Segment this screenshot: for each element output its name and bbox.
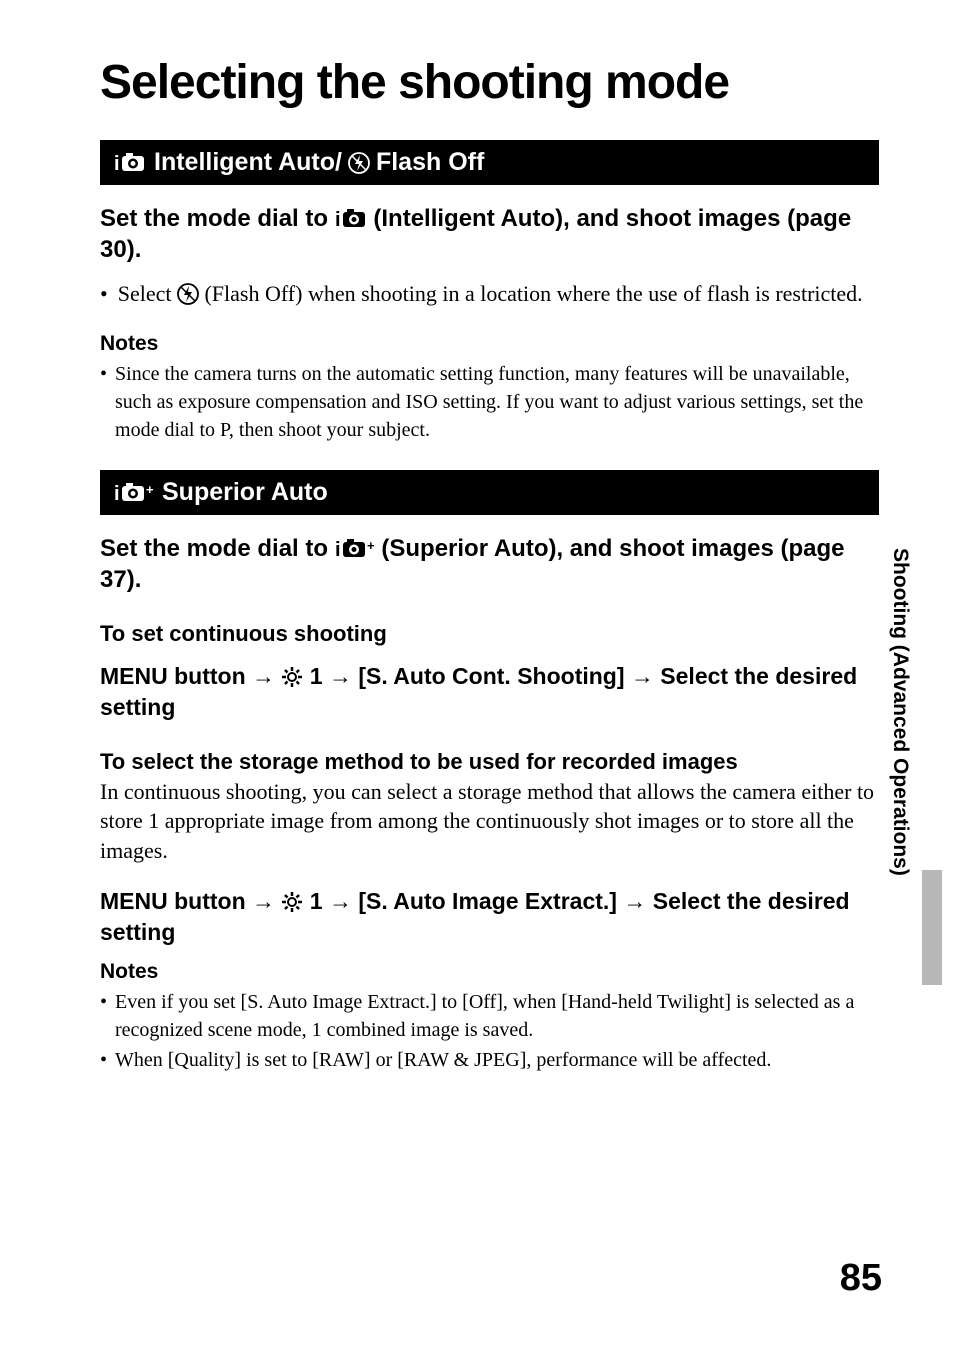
- menu1-mid2: [S. Auto Cont. Shooting]: [358, 663, 631, 689]
- menu1-pre: MENU button: [100, 663, 252, 689]
- header-text-2: Superior Auto: [162, 478, 328, 507]
- page-title: Selecting the shooting mode: [100, 55, 879, 110]
- section-header-intelligent-auto: Intelligent Auto/ Flash Off: [100, 140, 879, 185]
- bullet-dot: •: [100, 279, 108, 310]
- arrow-icon: →: [252, 888, 275, 914]
- menu1-mid1: 1: [310, 663, 329, 689]
- header-text-1a: Intelligent Auto/: [154, 148, 342, 177]
- sidebar-tab: [922, 870, 942, 985]
- bullet-dot: •: [100, 360, 107, 444]
- menu2-mid1: 1: [310, 888, 329, 914]
- gear-icon: [281, 891, 303, 913]
- instruction-1-pre: Set the mode dial to: [100, 205, 335, 232]
- sub-heading-storage: To select the storage method to be used …: [100, 749, 879, 775]
- arrow-icon: →: [329, 663, 352, 689]
- sidebar-section-label: Shooting (Advanced Operations): [888, 548, 912, 876]
- note-1-1: • Since the camera turns on the automati…: [100, 360, 879, 444]
- arrow-icon: →: [623, 888, 646, 914]
- instruction-1: Set the mode dial to (Intelligent Auto),…: [100, 203, 879, 265]
- notes-title-1: Notes: [100, 332, 879, 356]
- bullet-dot: •: [100, 1046, 107, 1074]
- page-number: 85: [840, 1257, 882, 1300]
- camera-auto-icon: [114, 152, 148, 174]
- camera-auto-plus-icon: [335, 538, 375, 558]
- flash-off-icon: [177, 283, 199, 305]
- section-header-superior-auto: Superior Auto: [100, 470, 879, 515]
- header-text-1b: Flash Off: [376, 148, 484, 177]
- note-2-1: • Even if you set [S. Auto Image Extract…: [100, 988, 879, 1044]
- flash-off-icon: [348, 152, 370, 174]
- note-2-2: • When [Quality] is set to [RAW] or [RAW…: [100, 1046, 879, 1074]
- body-text-storage: In continuous shooting, you can select a…: [100, 777, 879, 866]
- menu-path-2: MENU button → 1 → [S. Auto Image Extract…: [100, 886, 879, 948]
- arrow-icon: →: [631, 663, 654, 689]
- instruction-2: Set the mode dial to (Superior Auto), an…: [100, 533, 879, 595]
- bullet-1: • Select (Flash Off) when shooting in a …: [100, 279, 879, 310]
- arrow-icon: →: [329, 888, 352, 914]
- camera-auto-icon: [335, 208, 367, 228]
- bullet-1-pre: Select: [118, 281, 177, 306]
- gear-icon: [281, 666, 303, 688]
- bullet-1-post: (Flash Off) when shooting in a location …: [204, 281, 862, 306]
- notes-title-2: Notes: [100, 960, 879, 984]
- menu2-mid2: [S. Auto Image Extract.]: [358, 888, 623, 914]
- sub-heading-continuous: To set continuous shooting: [100, 621, 879, 647]
- bullet-dot: •: [100, 988, 107, 1044]
- arrow-icon: →: [252, 663, 275, 689]
- instruction-2-pre: Set the mode dial to: [100, 535, 335, 562]
- menu2-pre: MENU button: [100, 888, 252, 914]
- camera-auto-plus-icon: [114, 482, 156, 504]
- note-1-1-text: Since the camera turns on the automatic …: [115, 360, 879, 444]
- note-2-1-text: Even if you set [S. Auto Image Extract.]…: [115, 988, 879, 1044]
- menu-path-1: MENU button → 1 → [S. Auto Cont. Shootin…: [100, 661, 879, 723]
- note-2-2-text: When [Quality] is set to [RAW] or [RAW &…: [115, 1046, 771, 1074]
